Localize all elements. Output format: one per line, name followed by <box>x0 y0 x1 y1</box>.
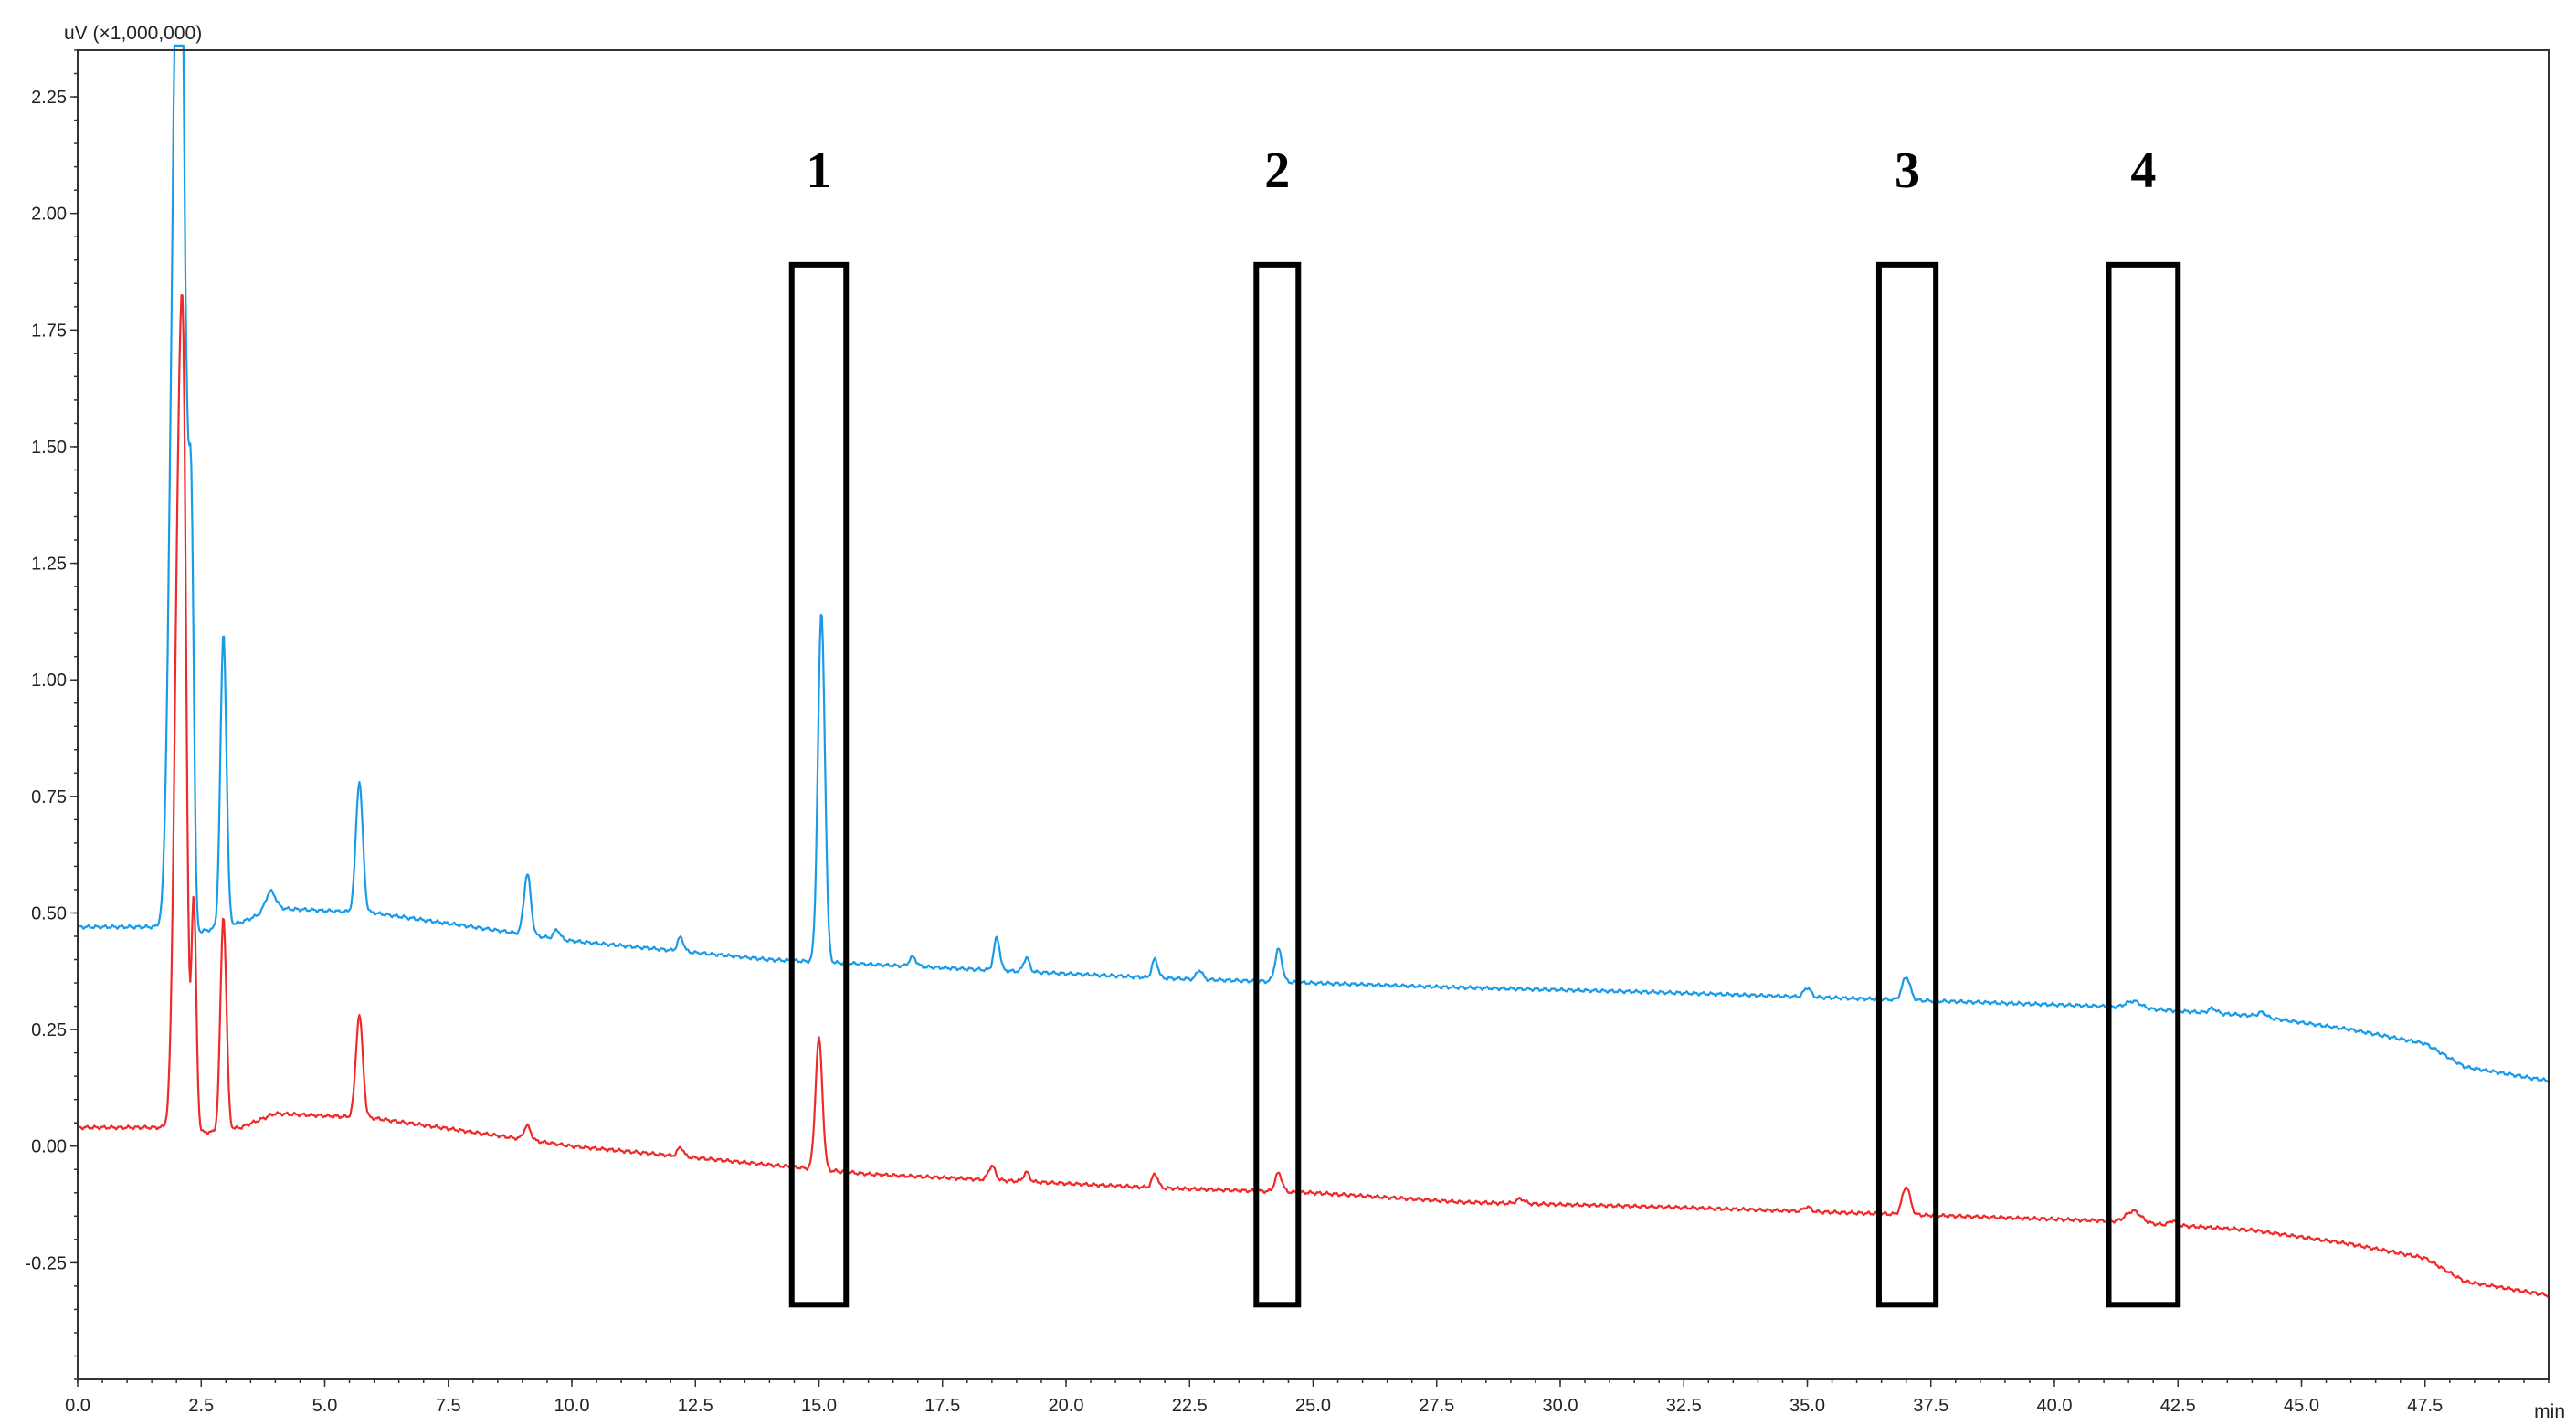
y-tick-label: 0.50 <box>31 903 67 924</box>
x-tick-label: 37.5 <box>1913 1396 1948 1416</box>
x-tick-label: 5.0 <box>312 1396 338 1416</box>
x-tick-label: 20.0 <box>1049 1396 1084 1416</box>
x-tick-label: 7.5 <box>436 1396 461 1416</box>
y-axis-unit-label: uV (×1,000,000) <box>64 23 202 44</box>
x-tick-label: 17.5 <box>924 1396 960 1416</box>
y-axis: 2.25 2.00 1.75 1.50 1.25 1.00 0.75 0.50 0.25 0.00… <box>25 49 78 1380</box>
chromatogram-trace-2 <box>77 294 2550 1298</box>
peak-label-4: 4 <box>2130 142 2156 199</box>
x-tick-label: 35.0 <box>1789 1396 1825 1416</box>
peak-annotation-layer: 1 2 3 4 <box>788 142 2181 1308</box>
y-tick-label: 0.75 <box>31 787 67 808</box>
peak-box-2 <box>1253 261 1302 1308</box>
x-tick-label: 15.0 <box>801 1396 837 1416</box>
x-tick-label: 42.5 <box>2160 1396 2196 1416</box>
x-tick-label: 45.0 <box>2284 1396 2319 1416</box>
y-tick-label: 2.00 <box>31 205 67 225</box>
y-tick-label: 1.75 <box>31 321 67 341</box>
x-tick-label: 47.5 <box>2407 1396 2443 1416</box>
peak-box-3 <box>1875 261 1939 1308</box>
x-tick-label: 22.5 <box>1172 1396 1208 1416</box>
peak-box-4 <box>2106 261 2181 1308</box>
x-tick-label: 25.0 <box>1295 1396 1331 1416</box>
y-tick-label: 0.00 <box>31 1137 67 1157</box>
x-axis: 0.0 2.5 5.0 7.5 10.0 12.5 15.0 17.5 20.0 22.5 25.0… <box>65 1379 2550 1416</box>
y-tick-label: 2.25 <box>31 88 67 108</box>
x-tick-label: 10.0 <box>554 1396 590 1416</box>
x-tick-label: 40.0 <box>2037 1396 2073 1416</box>
peak-box-1 <box>788 261 850 1308</box>
peak-label-3: 3 <box>1895 142 1920 199</box>
y-tick-label: 1.25 <box>31 554 67 575</box>
trace-layer <box>77 44 2550 1298</box>
x-tick-label: 2.5 <box>188 1396 214 1416</box>
y-tick-label: 1.00 <box>31 670 67 691</box>
x-axis-unit-label: min <box>2534 1401 2565 1422</box>
chromatogram-trace-1 <box>77 44 2550 1083</box>
x-tick-label: 0.0 <box>65 1396 90 1416</box>
x-tick-label: 32.5 <box>1666 1396 1702 1416</box>
y-tick-label: 1.50 <box>31 438 67 458</box>
x-tick-label: 27.5 <box>1419 1396 1454 1416</box>
y-tick-label: 0.25 <box>31 1020 67 1040</box>
y-tick-label: -0.25 <box>25 1253 67 1273</box>
x-tick-label: 12.5 <box>678 1396 713 1416</box>
peak-label-2: 2 <box>1264 142 1290 199</box>
peak-label-1: 1 <box>807 142 832 199</box>
x-tick-label: 30.0 <box>1543 1396 1578 1416</box>
